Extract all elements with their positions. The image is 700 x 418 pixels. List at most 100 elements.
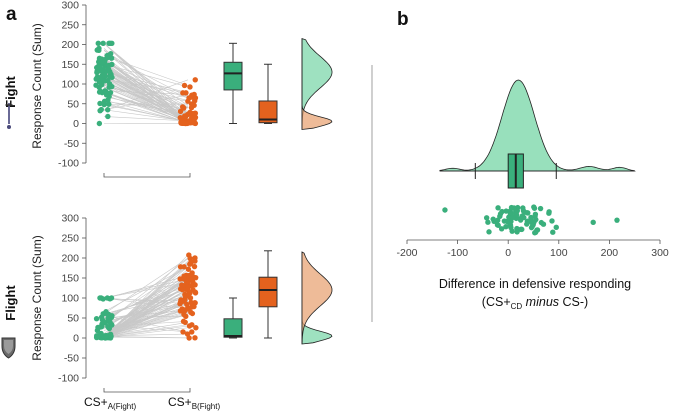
- point-group-a: [98, 330, 104, 337]
- point-group-b: [191, 303, 197, 310]
- pair-line: [103, 281, 189, 299]
- point-difference: [590, 219, 596, 226]
- density-group-b: [301, 38, 333, 130]
- point-group-b: [177, 286, 184, 292]
- x-tick-label: 300: [651, 247, 669, 259]
- pair-line: [103, 306, 189, 337]
- pair-line: [103, 91, 189, 124]
- point-group-b: [188, 94, 195, 100]
- pair-line: [103, 295, 189, 315]
- point-group-b: [187, 110, 194, 116]
- point-group-a: [94, 74, 101, 80]
- pair-line: [103, 315, 189, 333]
- point-group-a: [108, 295, 115, 301]
- pair-line: [103, 65, 189, 124]
- point-group-a: [107, 331, 114, 337]
- point-group-b: [177, 108, 184, 115]
- point-group-b: [188, 299, 194, 306]
- pair-line: [103, 278, 189, 299]
- box-iqr: [258, 276, 278, 308]
- pair-line: [103, 297, 189, 305]
- pair-line: [103, 288, 189, 337]
- point-group-b: [189, 322, 195, 328]
- point-group-b: [192, 335, 198, 341]
- point-group-b: [192, 255, 198, 261]
- pair-line: [103, 336, 189, 339]
- point-difference: [532, 229, 539, 235]
- point-group-b: [182, 120, 188, 126]
- point-group-b: [181, 298, 187, 304]
- point-group-b: [178, 115, 184, 121]
- point-group-a: [96, 45, 102, 52]
- point-group-a: [98, 106, 105, 113]
- point-group-a: [93, 82, 99, 88]
- point-difference: [531, 204, 537, 210]
- pair-line: [103, 286, 189, 327]
- point-difference: [490, 216, 496, 222]
- point-group-a: [96, 55, 103, 62]
- point-difference: [511, 205, 517, 211]
- point-group-b: [191, 263, 198, 270]
- point-group-b: [187, 84, 193, 90]
- point-group-a: [106, 101, 112, 107]
- point-group-a: [97, 100, 103, 107]
- x-axis-title-line1: Difference in defensive responding: [439, 277, 631, 291]
- x-category-label-a: CS+A(Fight): [84, 395, 136, 411]
- pair-line: [103, 49, 189, 106]
- point-difference: [506, 214, 512, 220]
- y-tick-label: 250: [61, 233, 79, 245]
- point-group-a: [109, 40, 115, 47]
- point-difference: [546, 209, 552, 215]
- point-group-b: [186, 293, 192, 299]
- point-group-a: [109, 61, 115, 68]
- point-group-a: [102, 88, 108, 94]
- pair-line: [103, 313, 189, 338]
- point-group-b: [180, 318, 187, 325]
- pair-line: [103, 321, 189, 337]
- y-axis-title-flight: Response Count (Sum): [30, 235, 44, 360]
- point-difference: [497, 213, 503, 219]
- point-difference: [495, 217, 501, 223]
- pair-line: [103, 266, 189, 323]
- pair-line: [103, 43, 189, 119]
- point-group-a: [103, 309, 109, 315]
- y-tick-label: 150: [61, 273, 79, 285]
- y-tick-label: 300: [61, 0, 79, 12]
- y-tick-label: 150: [61, 59, 79, 71]
- pair-line: [103, 57, 189, 124]
- sword-icon: [5, 103, 13, 129]
- y-tick-label: -50: [64, 138, 79, 150]
- point-group-a: [96, 120, 103, 127]
- point-group-b: [181, 264, 187, 270]
- point-difference: [533, 216, 539, 223]
- point-group-b: [184, 331, 191, 337]
- point-group-b: [191, 102, 197, 109]
- box-iqr: [258, 100, 278, 124]
- pair-line: [103, 298, 189, 302]
- point-group-b: [177, 301, 183, 307]
- y-tick-label: 250: [61, 19, 79, 31]
- point-group-b: [186, 272, 192, 279]
- pair-line: [103, 324, 189, 333]
- point-group-a: [95, 40, 101, 47]
- point-group-a: [105, 77, 111, 84]
- x-tick-label: 0: [505, 247, 511, 259]
- point-group-b: [189, 329, 195, 335]
- point-group-b: [179, 306, 185, 312]
- pair-line: [103, 269, 189, 337]
- pair-line: [103, 43, 189, 124]
- point-difference: [528, 214, 534, 221]
- point-group-b: [179, 104, 186, 110]
- point-group-a: [108, 50, 114, 57]
- point-difference: [503, 224, 509, 230]
- point-difference: [483, 215, 490, 221]
- point-difference: [485, 219, 491, 225]
- pair-line: [103, 99, 189, 124]
- pair-line: [103, 316, 189, 318]
- point-group-a: [98, 295, 104, 301]
- box-iqr: [223, 318, 243, 338]
- point-group-b: [193, 325, 199, 331]
- point-difference: [503, 208, 509, 214]
- y-tick-label: -100: [58, 373, 79, 385]
- y-tick-label: 200: [61, 39, 79, 51]
